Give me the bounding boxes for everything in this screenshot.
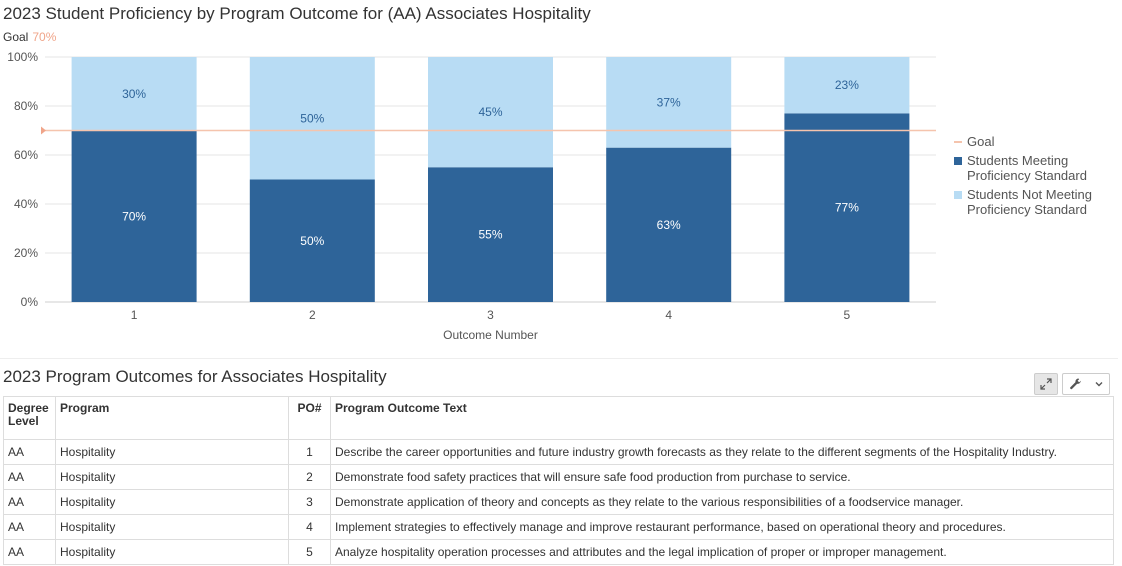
cell-degree-level: AA	[3, 489, 56, 515]
header-program[interactable]: Program	[55, 396, 289, 440]
cell-outcome-text: Describe the career opportunities and fu…	[330, 439, 1114, 465]
bar-meeting[interactable]	[71, 130, 197, 303]
cell-outcome-text: Demonstrate food safety practices that w…	[330, 464, 1114, 490]
cell-degree-level: AA	[3, 439, 56, 465]
data-label: 77%	[835, 201, 859, 215]
x-tick-label: 1	[131, 308, 138, 322]
cell-outcome-text: Demonstrate application of theory and co…	[330, 489, 1114, 515]
goal-indicator: Goal 70%	[3, 30, 56, 44]
chart-title: 2023 Student Proficiency by Program Outc…	[3, 4, 591, 23]
cell-outcome-text: Implement strategies to effectively mana…	[330, 514, 1114, 540]
table-row: AA Hospitality 1 Describe the career opport…	[3, 439, 1114, 465]
legend-goal-label: Goal	[967, 134, 995, 149]
legend-meeting-swatch	[954, 157, 962, 165]
goal-indicator-value: 70%	[32, 30, 57, 44]
wrench-icon	[1069, 378, 1081, 390]
goal-marker-icon	[41, 126, 46, 135]
table-row: AA Hospitality 4 Implement strategies to ef…	[3, 514, 1114, 540]
table-header-row: Degree Level Program PO# Program Outcome…	[3, 396, 1114, 440]
y-tick-label: 60%	[14, 148, 38, 162]
bar-not-meeting[interactable]	[249, 57, 375, 180]
y-tick-label: 80%	[14, 99, 38, 113]
table-row: AA Hospitality 2 Demonstrate food safety pr…	[3, 464, 1114, 490]
chevron-down-icon	[1095, 382, 1102, 387]
bar-meeting[interactable]	[606, 147, 732, 302]
y-tick-label: 0%	[21, 295, 39, 309]
legend-goal-swatch	[954, 141, 962, 143]
header-po-number[interactable]: PO#	[288, 396, 331, 440]
chart-legend: Goal Students Meeting Proficiency Standa…	[954, 134, 1097, 221]
bar-meeting[interactable]	[428, 167, 553, 302]
expand-button[interactable]	[1034, 373, 1058, 395]
bar-not-meeting[interactable]	[71, 57, 197, 131]
legend-meeting-label: Students Meeting Proficiency Standard	[967, 153, 1087, 183]
cell-program: Hospitality	[55, 464, 289, 490]
cell-program: Hospitality	[55, 439, 289, 465]
outcomes-table-section: 2023 Program Outcomes for Associates Hos…	[0, 358, 1118, 565]
data-label: 63%	[657, 218, 681, 232]
bar-meeting[interactable]	[784, 113, 910, 302]
data-label: 23%	[835, 78, 859, 92]
expand-icon	[1040, 378, 1052, 390]
bar-meeting[interactable]	[249, 179, 375, 303]
legend-not-meeting-label: Students Not Meeting Proficiency Standar…	[967, 187, 1093, 217]
bar-not-meeting[interactable]	[428, 57, 553, 168]
table-row: AA Hospitality 3 Demonstrate application of…	[3, 489, 1114, 515]
cell-degree-level: AA	[3, 514, 56, 540]
cell-degree-level: AA	[3, 539, 56, 565]
header-outcome-text[interactable]: Program Outcome Text	[330, 396, 1114, 440]
x-axis-title: Outcome Number	[443, 328, 538, 342]
legend-item-goal[interactable]: Goal	[954, 134, 1097, 149]
data-label: 55%	[478, 228, 502, 242]
x-tick-label: 5	[844, 308, 851, 322]
data-label: 37%	[657, 95, 681, 109]
outcomes-table: Degree Level Program PO# Program Outcome…	[3, 396, 1114, 565]
legend-not-meeting-swatch	[954, 191, 962, 199]
cell-program: Hospitality	[55, 539, 289, 565]
data-label: 70%	[122, 209, 146, 223]
bar-not-meeting[interactable]	[606, 57, 732, 148]
data-label: 30%	[122, 87, 146, 101]
y-tick-label: 100%	[7, 50, 38, 64]
header-degree-level[interactable]: Degree Level	[3, 396, 56, 440]
data-label: 45%	[478, 105, 502, 119]
cell-degree-level: AA	[3, 464, 56, 490]
cell-outcome-text: Analyze hospitality operation processes …	[330, 539, 1114, 565]
y-tick-label: 20%	[14, 246, 38, 260]
data-label: 50%	[300, 111, 324, 125]
cell-po-number: 2	[288, 464, 331, 490]
cell-po-number: 5	[288, 539, 331, 565]
bar-not-meeting[interactable]	[784, 57, 910, 114]
x-tick-label: 4	[665, 308, 672, 322]
table-body: AA Hospitality 1 Describe the career opport…	[3, 439, 1114, 565]
cell-po-number: 1	[288, 439, 331, 465]
table-title: 2023 Program Outcomes for Associates Hos…	[3, 367, 387, 386]
x-tick-label: 2	[309, 308, 316, 322]
data-label: 50%	[300, 234, 324, 248]
legend-item-meeting[interactable]: Students Meeting Proficiency Standard	[954, 153, 1097, 183]
y-tick-label: 40%	[14, 197, 38, 211]
goal-indicator-label: Goal	[3, 30, 29, 44]
legend-item-not-meeting[interactable]: Students Not Meeting Proficiency Standar…	[954, 187, 1097, 217]
cell-po-number: 3	[288, 489, 331, 515]
x-tick-label: 3	[487, 308, 494, 322]
table-toolbar	[1034, 373, 1110, 395]
table-row: AA Hospitality 5 Analyze hospitality operat…	[3, 539, 1114, 565]
settings-dropdown-button[interactable]	[1062, 373, 1110, 395]
cell-po-number: 4	[288, 514, 331, 540]
cell-program: Hospitality	[55, 489, 289, 515]
stacked-bar-chart: 0% 20% 40% 60% 80% 100% 70% 30% 1 50% 50% 2 55% 45% 3 6…	[7, 50, 936, 342]
cell-program: Hospitality	[55, 514, 289, 540]
